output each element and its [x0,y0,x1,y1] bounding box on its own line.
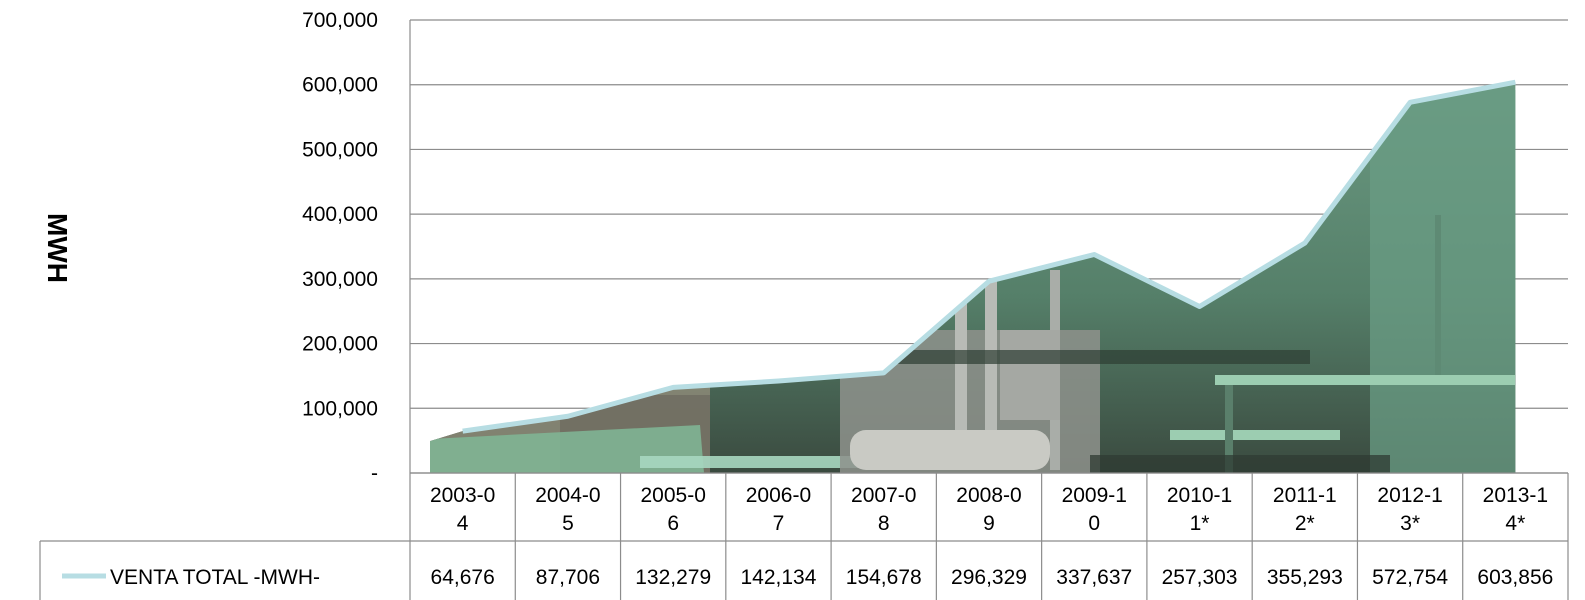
value-label: 337,637 [1056,566,1132,589]
y-tick-label: 200,000 [302,333,378,356]
texture-dark-floor [1090,455,1390,485]
y-tick-label: - [371,462,378,485]
value-labels: 64,676 87,706 132,279 142,134 154,678 296,329… [431,566,1554,589]
value-label: 142,134 [740,566,816,589]
category-label: 2005-0 6 [640,484,705,535]
category-label: 2011-1 2* [1273,484,1337,535]
y-tick-label: 700,000 [302,9,378,32]
value-label: 296,329 [951,566,1027,589]
category-label: 2003-0 4 [430,484,495,535]
y-tick-label: 400,000 [302,203,378,226]
value-label: 257,303 [1162,566,1238,589]
texture-dark-band [880,350,1310,364]
category-label: 2010-1 1* [1167,484,1232,535]
category-label: 2008-0 9 [956,484,1021,535]
category-label: 2007-0 8 [851,484,916,535]
value-label: 603,856 [1477,566,1553,589]
y-tick-label: 500,000 [302,138,378,161]
y-tick-labels: - 100,000 200,000 300,000 400,000 500,000 600,… [302,9,378,485]
category-labels: 2003-0 4 2004-0 5 2005-0 6 2006-0 7 2007-0 8 2008-… [430,484,1548,535]
texture-valve [1000,330,1060,420]
texture-handrail [1435,215,1441,375]
category-label: 2006-0 7 [746,484,811,535]
texture-insulated-pipe [850,430,1050,470]
value-label: 87,706 [536,566,600,589]
value-label: 154,678 [846,566,922,589]
y-axis-title: MWH [42,213,73,283]
texture-rail-mid [1170,430,1340,440]
value-label: 572,754 [1372,566,1448,589]
value-label: 132,279 [635,566,711,589]
texture-rail-top [1215,375,1515,385]
category-label: 2004-0 5 [535,484,600,535]
value-label: 355,293 [1267,566,1343,589]
y-tick-label: 600,000 [302,74,378,97]
value-label: 64,676 [431,566,495,589]
category-label: 2009-1 0 [1062,484,1127,535]
legend-series-label: VENTA TOTAL -MWH- [110,566,320,589]
category-label: 2012-1 3* [1377,484,1442,535]
y-tick-label: 300,000 [302,268,378,291]
category-label: 2013-1 4* [1483,484,1548,535]
y-tick-label: 100,000 [302,397,378,420]
